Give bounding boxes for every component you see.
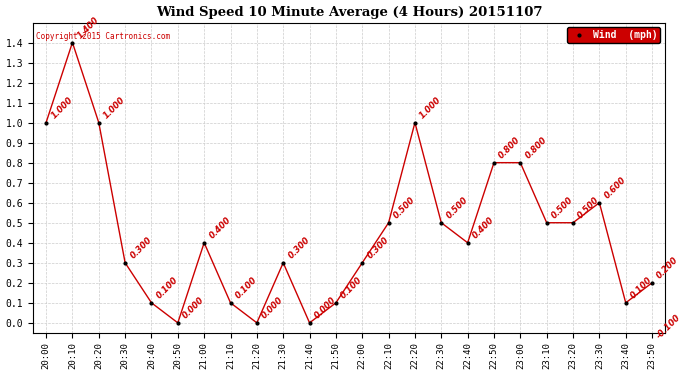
Text: 0.300: 0.300 [286, 236, 312, 261]
Text: 0.100: 0.100 [234, 276, 259, 301]
Text: 0.400: 0.400 [471, 216, 496, 241]
Text: 0.100: 0.100 [339, 276, 364, 301]
Text: 0.500: 0.500 [550, 195, 575, 221]
Legend: Wind  (mph): Wind (mph) [566, 27, 660, 43]
Text: -0.100: -0.100 [656, 313, 683, 341]
Title: Wind Speed 10 Minute Average (4 Hours) 20151107: Wind Speed 10 Minute Average (4 Hours) 2… [156, 6, 542, 18]
Text: 0.500: 0.500 [576, 195, 602, 221]
Text: 1.000: 1.000 [102, 95, 127, 121]
Text: 0.800: 0.800 [497, 135, 522, 160]
Text: 0.500: 0.500 [392, 195, 417, 221]
Text: 0.000: 0.000 [313, 296, 338, 321]
Text: 0.300: 0.300 [366, 236, 391, 261]
Text: 1.000: 1.000 [418, 95, 443, 121]
Text: 0.200: 0.200 [656, 256, 680, 281]
Text: 0.100: 0.100 [629, 276, 654, 301]
Text: 0.000: 0.000 [260, 296, 285, 321]
Text: 0.300: 0.300 [128, 236, 153, 261]
Text: 0.400: 0.400 [207, 216, 233, 241]
Text: 0.100: 0.100 [155, 276, 180, 301]
Text: 0.000: 0.000 [181, 296, 206, 321]
Text: Copyright 2015 Cartronics.com: Copyright 2015 Cartronics.com [36, 32, 170, 41]
Text: 1.400: 1.400 [76, 15, 101, 40]
Text: 0.600: 0.600 [602, 176, 628, 201]
Text: 1.000: 1.000 [49, 95, 75, 121]
Text: 0.500: 0.500 [444, 195, 470, 221]
Text: 0.800: 0.800 [524, 135, 549, 160]
